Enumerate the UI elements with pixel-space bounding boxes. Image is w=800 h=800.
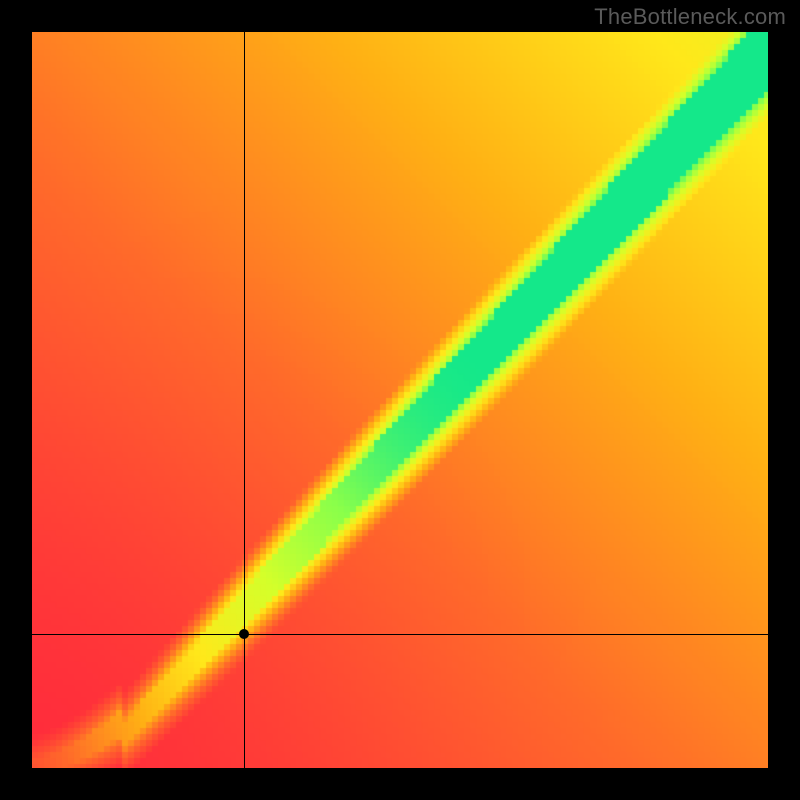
chart-container: TheBottleneck.com xyxy=(0,0,800,800)
plot-area xyxy=(32,32,768,768)
crosshair-marker xyxy=(239,629,249,639)
crosshair-vertical xyxy=(244,32,245,768)
crosshair-horizontal xyxy=(32,634,768,635)
heatmap-canvas xyxy=(32,32,768,768)
watermark-text: TheBottleneck.com xyxy=(594,4,786,30)
